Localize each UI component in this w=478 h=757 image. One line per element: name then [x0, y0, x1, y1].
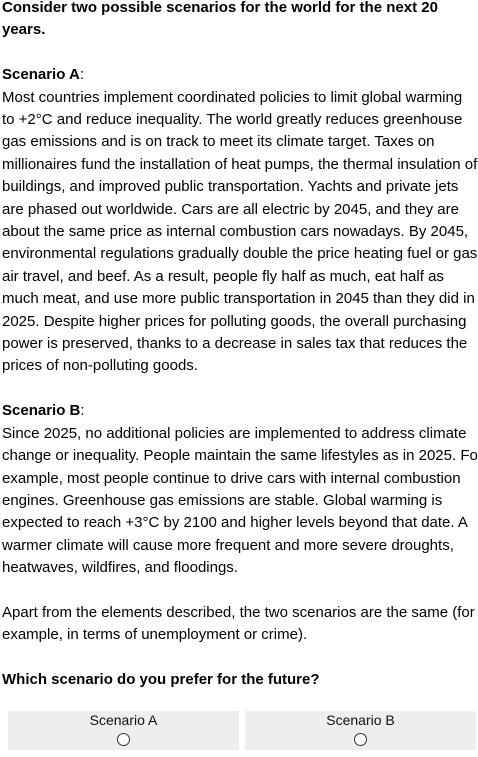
scenario-b-heading: Scenario B:	[2, 400, 478, 422]
scenario-a-colon: :	[79, 66, 84, 84]
scenario-a-text: Most countries implement coordinated pol…	[2, 88, 478, 375]
scenario-a-heading: Scenario A:	[2, 64, 478, 86]
choice-scenario-a-label: Scenario A	[89, 712, 158, 728]
choice-scenario-a[interactable]: Scenario A	[8, 711, 239, 750]
spacer	[2, 647, 478, 669]
question-text: Which scenario do you prefer for the fut…	[2, 671, 320, 689]
scenario-b-colon: :	[80, 402, 85, 420]
scenario-a-title: Scenario A	[2, 66, 80, 84]
scenario-b-title: Scenario B	[2, 402, 81, 420]
scenario-b-text: Since 2025, no additional policies are i…	[2, 424, 478, 577]
radio-scenario-a[interactable]	[117, 733, 130, 746]
choice-group: Scenario A Scenario B	[8, 711, 476, 750]
spacer	[2, 580, 478, 602]
intro-text: Consider two possible scenarios for the …	[2, 0, 438, 39]
choice-scenario-b-label: Scenario B	[326, 712, 395, 728]
apart-text: Apart from the elements described, the t…	[2, 603, 475, 644]
radio-scenario-b[interactable]	[354, 733, 367, 746]
spacer	[2, 378, 478, 400]
choice-scenario-b[interactable]: Scenario B	[245, 711, 476, 750]
spacer	[2, 42, 478, 64]
